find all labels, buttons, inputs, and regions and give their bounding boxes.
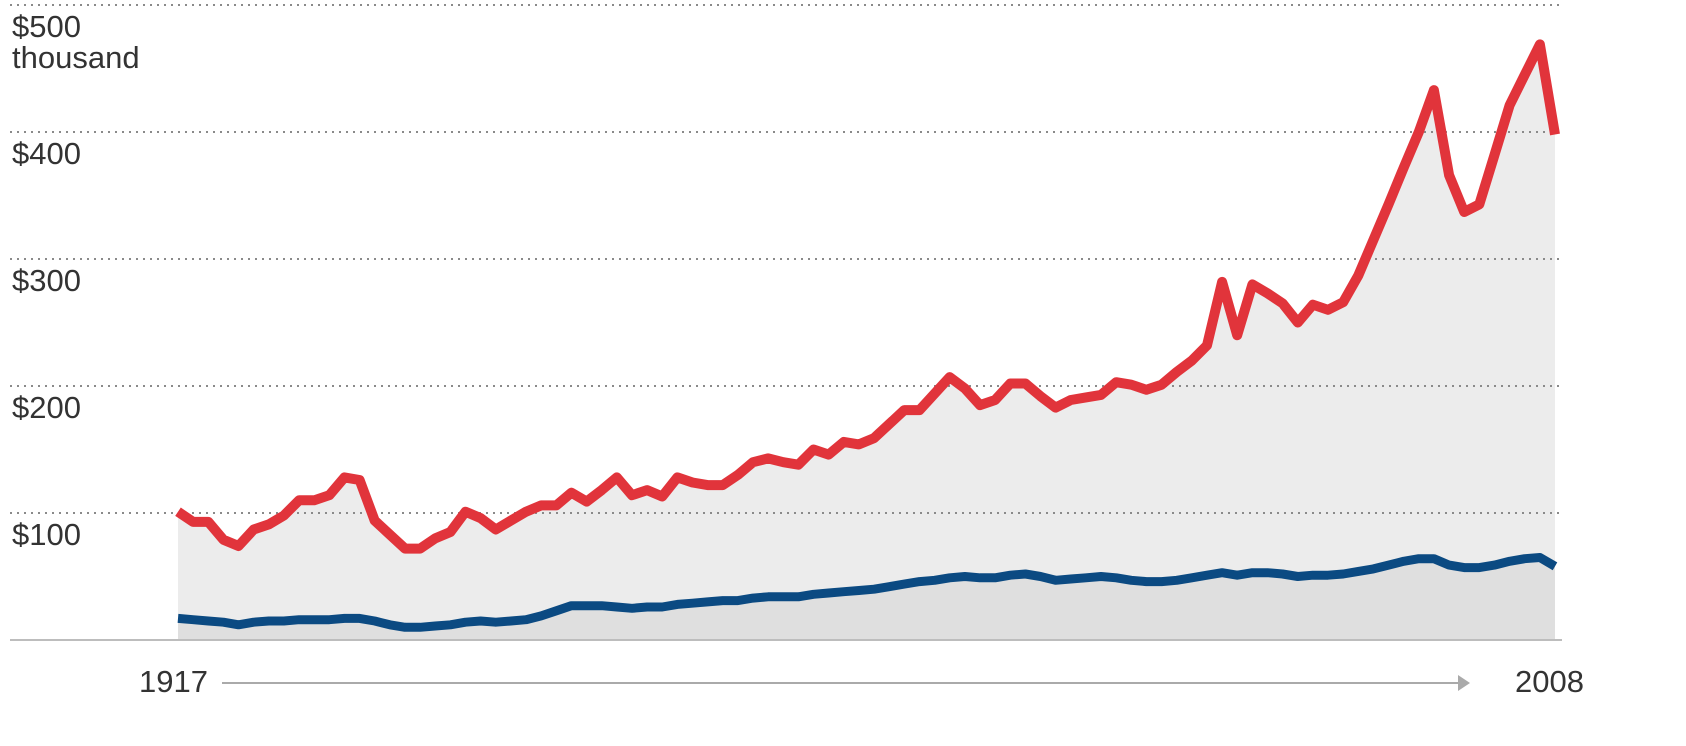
line [177, 553, 1558, 632]
arrow-head [1458, 675, 1470, 691]
y-tick-label: $100 [12, 517, 81, 552]
area-layer [178, 44, 1555, 640]
y-tick-label: $200 [12, 390, 81, 425]
y-unit-label: thousand [12, 40, 140, 75]
line [175, 39, 1560, 554]
y-tick-label: $300 [12, 263, 81, 298]
y-tick-label: $500 [12, 9, 81, 44]
x-tick-label: 1917 [139, 664, 208, 699]
x-tick-label: 2008 [1515, 664, 1584, 699]
y-tick-label: $400 [12, 136, 81, 171]
area [178, 44, 1555, 640]
